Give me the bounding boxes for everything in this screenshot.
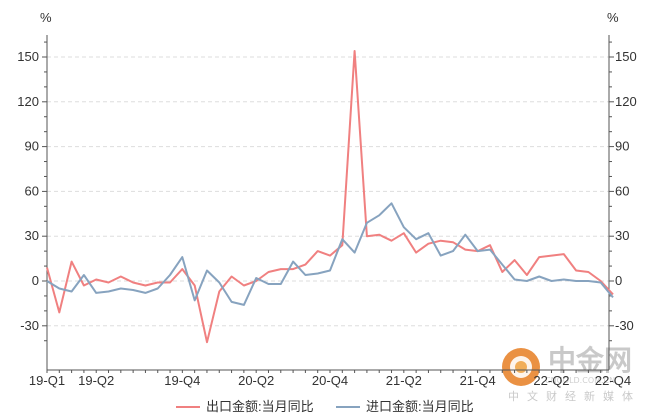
series-lines [46, 50, 614, 344]
series-line-export [46, 50, 614, 344]
series-line-import [46, 202, 614, 306]
y-tick-label-left: 120 [17, 94, 39, 109]
y-tick-label-left: 90 [25, 139, 39, 154]
right-axis-unit: % [607, 10, 619, 25]
y-tick-label-left: 150 [17, 49, 39, 64]
y-tick-label-right: 0 [615, 273, 622, 288]
axes: -30 -30 0 0 30 30 60 60 90 90 120 120 150 150 19-Q1 19-… [17, 35, 637, 388]
legend-label-import: 进口金额:当月同比 [366, 399, 474, 414]
y-tick-label-left: 30 [25, 228, 39, 243]
x-tick-label: 19-Q1 [29, 373, 65, 388]
watermark: 中金网 CNGOLD.COM.CN 中文财经新媒体 [502, 344, 641, 403]
x-tick-label: 22-Q4 [595, 373, 631, 388]
x-tick-label: 22-Q2 [533, 373, 569, 388]
y-tick-label-left: 0 [32, 273, 39, 288]
y-tick-label-right: 150 [615, 49, 637, 64]
x-tick-label: 21-Q2 [386, 373, 422, 388]
y-tick-label-left: -30 [20, 318, 39, 333]
y-tick-label-right: 60 [615, 183, 629, 198]
grid-lines [47, 56, 609, 327]
x-tick-label: 21-Q4 [460, 373, 496, 388]
y-tick-label-right: 30 [615, 228, 629, 243]
legend-label-export: 出口金额:当月同比 [206, 399, 314, 414]
left-axis-unit: % [40, 10, 52, 25]
watermark-brand: 中金网 [548, 344, 632, 377]
x-tick-label: 19-Q4 [164, 373, 200, 388]
x-tick-label: 20-Q2 [238, 373, 274, 388]
y-tick-label-right: -30 [615, 318, 634, 333]
y-tick-label-right: 90 [615, 139, 629, 154]
x-tick-label: 20-Q4 [312, 373, 348, 388]
y-tick-label-left: 60 [25, 183, 39, 198]
x-tick-label: 19-Q2 [78, 373, 114, 388]
legend: 出口金额:当月同比 进口金额:当月同比 [176, 399, 474, 414]
watermark-url: CNGOLD.COM.CN [545, 376, 615, 385]
watermark-sub: 中文财经新媒体 [508, 389, 641, 403]
y-tick-label-right: 120 [615, 94, 637, 109]
